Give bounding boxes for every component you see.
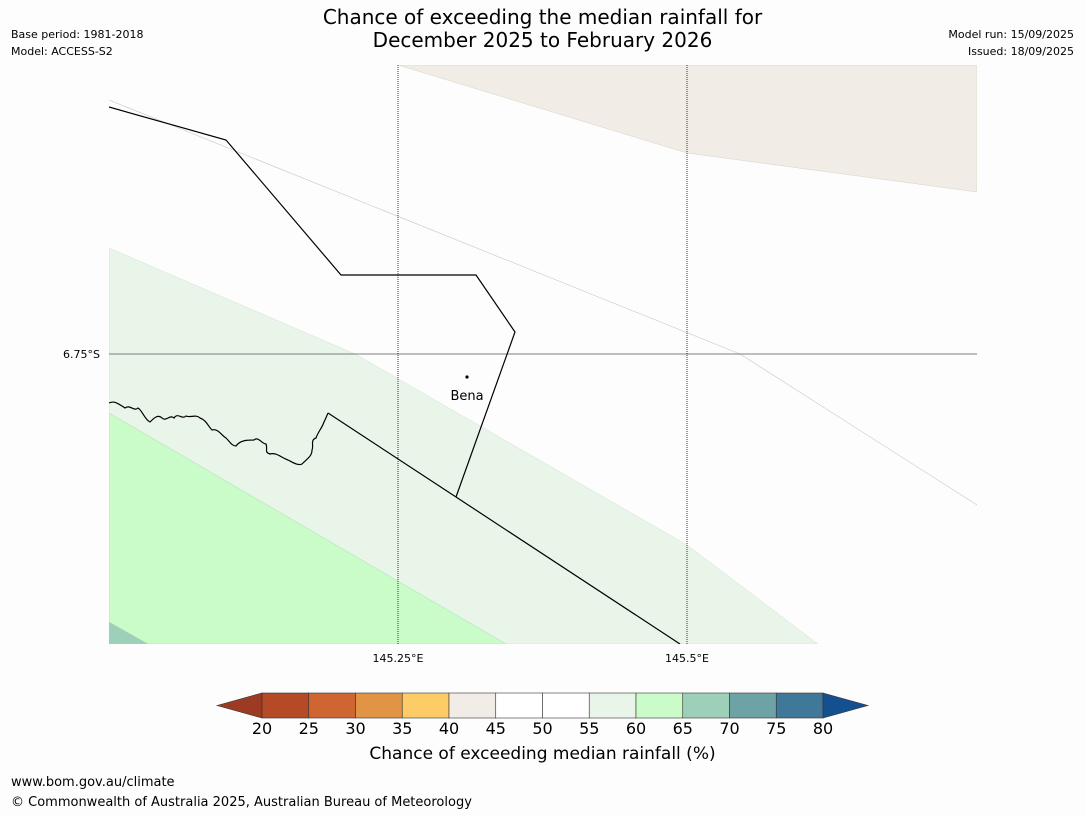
rainfall-map: Bena 6.75°S 145.25°E 145.5°E (63, 65, 977, 665)
latitude-label: 6.75°S (63, 348, 100, 361)
band-60-65-region (109, 412, 507, 644)
footer-url: www.bom.gov.au/climate (11, 775, 175, 790)
colorbar-tick-label: 60 (625, 719, 647, 738)
colorbar (215, 692, 870, 719)
band-40-45-region (397, 65, 977, 193)
longitude-label-145-5: 145.5°E (665, 652, 709, 665)
base-period-text: Base period: 1981-2018 (11, 28, 144, 41)
colorbar-tick-label: 25 (298, 719, 319, 738)
colorbar-tick-label: 35 (392, 719, 413, 738)
colorbar-swatch (588, 692, 637, 719)
model-text: Model: ACCESS-S2 (11, 45, 113, 58)
colorbar-tick-label: 50 (532, 719, 553, 738)
colorbar-tick-label: 45 (485, 719, 506, 738)
colorbar-tick-label: 55 (579, 719, 600, 738)
river-line (109, 401, 329, 466)
colorbar-swatch (401, 692, 450, 719)
colorbar-swatch (448, 692, 497, 719)
colorbar-swatch (308, 692, 356, 719)
colorbar-tick-labels: 20 25 30 35 40 45 50 55 60 65 70 75 80 (0, 719, 1085, 741)
colorbar-tick-label: 30 (345, 719, 366, 738)
meta-right: Model run: 15/09/2025 Issued: 18/09/2025 (948, 26, 1074, 60)
colorbar-swatch (729, 692, 777, 719)
colorbar-tick-label: 70 (719, 719, 740, 738)
colorbar-swatch (355, 692, 403, 719)
colorbar-swatch (495, 692, 543, 719)
band-65-70-region (109, 622, 148, 644)
colorbar-tick-label: 75 (766, 719, 787, 738)
longitude-label-145-25: 145.25°E (373, 652, 424, 665)
issued-text: Issued: 18/09/2025 (967, 45, 1074, 58)
model-run-text: Model run: 15/09/2025 (948, 28, 1074, 41)
meta-left: Base period: 1981-2018 Model: ACCESS-S2 (11, 26, 143, 60)
colorbar-swatches (215, 692, 870, 719)
title-line-2: December 2025 to February 2026 (372, 28, 713, 52)
town-label: Bena (450, 389, 483, 404)
district-boundary (109, 106, 516, 498)
colorbar-swatch (261, 692, 310, 719)
town-marker (465, 375, 469, 379)
colorbar-tick-label: 20 (251, 719, 273, 738)
colorbar-swatch (775, 692, 824, 719)
colorbar-tick-label: 65 (672, 719, 693, 738)
title-line-1: Chance of exceeding the median rainfall … (322, 5, 763, 29)
colorbar-tick-label: 80 (812, 719, 834, 738)
map-title: Chance of exceeding the median rainfall … (0, 6, 1085, 52)
footer-copyright: © Commonwealth of Australia 2025, Austra… (11, 795, 472, 810)
colorbar-arrow-low (215, 692, 263, 719)
colorbar-swatch (635, 692, 684, 719)
colorbar-swatch (542, 692, 590, 719)
colorbar-arrow-high (822, 692, 870, 719)
colorbar-tick-label: 40 (438, 719, 460, 738)
province-boundary (327, 412, 681, 644)
colorbar-title: Chance of exceeding median rainfall (%) (369, 744, 716, 764)
colorbar-swatch (682, 692, 730, 719)
